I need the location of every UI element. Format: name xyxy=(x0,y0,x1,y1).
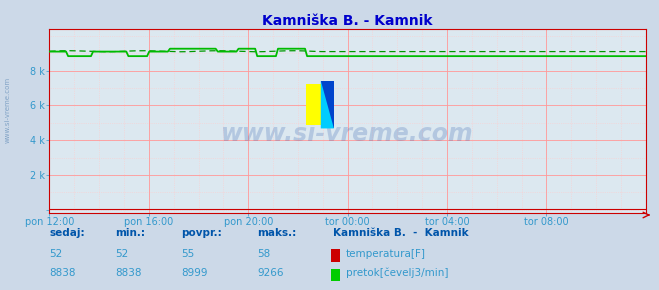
Text: 8838: 8838 xyxy=(115,268,142,278)
PathPatch shape xyxy=(321,81,334,128)
Text: pretok[čevelj3/min]: pretok[čevelj3/min] xyxy=(346,268,449,278)
Text: 52: 52 xyxy=(49,249,63,259)
Text: povpr.:: povpr.: xyxy=(181,228,222,238)
Text: 8838: 8838 xyxy=(49,268,76,278)
Text: sedaj:: sedaj: xyxy=(49,228,85,238)
FancyBboxPatch shape xyxy=(306,84,321,125)
Text: 55: 55 xyxy=(181,249,194,259)
Text: maks.:: maks.: xyxy=(257,228,297,238)
Text: temperatura[F]: temperatura[F] xyxy=(346,249,426,259)
Text: 58: 58 xyxy=(257,249,270,259)
Text: min.:: min.: xyxy=(115,228,146,238)
Text: Kamniška B.  -  Kamnik: Kamniška B. - Kamnik xyxy=(333,228,469,238)
Title: Kamniška B. - Kamnik: Kamniška B. - Kamnik xyxy=(262,14,433,28)
Text: 9266: 9266 xyxy=(257,268,283,278)
Text: www.si-vreme.com: www.si-vreme.com xyxy=(221,122,474,146)
FancyBboxPatch shape xyxy=(321,81,334,128)
Text: 8999: 8999 xyxy=(181,268,208,278)
Text: www.si-vreme.com: www.si-vreme.com xyxy=(5,77,11,143)
Text: 52: 52 xyxy=(115,249,129,259)
